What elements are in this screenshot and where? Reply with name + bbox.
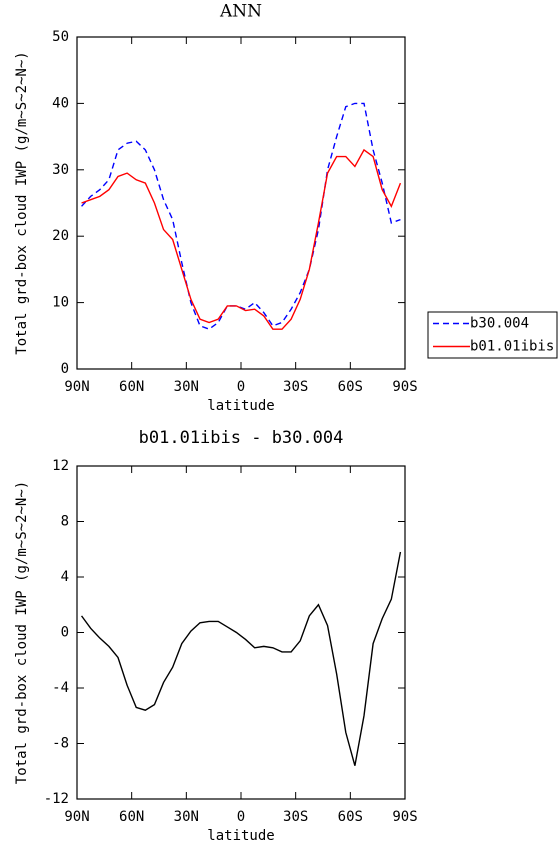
y-tick-label: -4	[52, 680, 69, 696]
y-tick-label: 4	[61, 569, 69, 585]
y-tick-label: 8	[61, 514, 69, 530]
x-tick-label: 60N	[119, 809, 144, 825]
x-axis-label: latitude	[207, 398, 274, 414]
data-line	[81, 102, 401, 330]
x-tick-label: 0	[237, 379, 245, 395]
x-tick-label: 90S	[392, 809, 417, 825]
x-tick-label: 60N	[119, 379, 144, 395]
chart-title: b01.01ibis - b30.004	[139, 428, 344, 448]
x-tick-label: 90N	[64, 809, 89, 825]
x-tick-label: 30S	[283, 809, 308, 825]
y-tick-label: 10	[52, 295, 69, 311]
x-tick-label: 0	[237, 809, 245, 825]
x-tick-label: 30N	[174, 809, 199, 825]
legend-box	[427, 311, 558, 359]
y-tick-label: 0	[61, 361, 69, 377]
x-tick-label: 90S	[392, 379, 417, 395]
chart-title: ANN	[219, 2, 262, 22]
legend-label: b01.01ibis	[470, 339, 554, 355]
y-tick-label: -12	[44, 791, 69, 807]
x-tick-label: 30S	[283, 379, 308, 395]
x-axis-label: latitude	[207, 828, 274, 844]
y-tick-label: 12	[52, 458, 69, 474]
y-axis-label: Total grd-box cloud IWP (g/m~S~2~N~)	[14, 51, 30, 354]
x-tick-label: 60S	[338, 809, 363, 825]
x-tick-label: 30N	[174, 379, 199, 395]
y-tick-label: 30	[52, 162, 69, 178]
plot-frame	[76, 465, 406, 800]
y-tick-label: 0	[61, 625, 69, 641]
data-line	[80, 551, 402, 766]
x-tick-label: 90N	[64, 379, 89, 395]
y-tick-label: 50	[52, 29, 69, 45]
y-tick-label: 40	[52, 95, 69, 111]
legend-label: b30.004	[470, 316, 529, 332]
plot-frame	[76, 36, 406, 370]
x-tick-label: 60S	[338, 379, 363, 395]
y-tick-label: 20	[52, 228, 69, 244]
y-axis-label: Total grd-box cloud IWP (g/m~S~2~N~)	[14, 481, 30, 784]
y-tick-label: -8	[52, 736, 69, 752]
data-line	[81, 148, 402, 330]
